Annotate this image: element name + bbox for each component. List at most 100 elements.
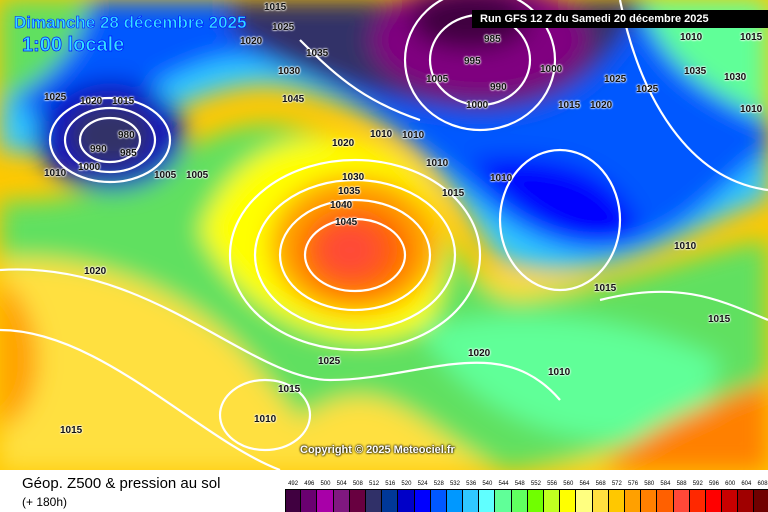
legend-value: 584	[660, 481, 671, 487]
z500-deep-blue	[470, 157, 640, 246]
legend-swatch	[301, 489, 318, 512]
legend-swatch	[576, 489, 593, 512]
pressure-label: 1010	[370, 129, 393, 140]
pressure-label: 1010	[44, 168, 67, 179]
legend-value: 548	[514, 481, 525, 487]
pressure-label: 1020	[84, 266, 107, 277]
pressure-label: 1005	[426, 74, 449, 85]
pressure-label: 1020	[468, 348, 491, 359]
legend-value: 588	[676, 481, 687, 487]
z500-light-green	[420, 315, 720, 442]
pressure-label: 1025	[636, 84, 659, 95]
legend-step: 504	[333, 480, 350, 512]
isobars	[0, 0, 768, 470]
copyright: Copyright © 2025 Meteociel.fr	[300, 444, 455, 456]
legend-value: 560	[563, 481, 574, 487]
legend-value: 572	[611, 481, 622, 487]
legend-step: 568	[592, 480, 609, 512]
pressure-label: 1025	[318, 356, 341, 367]
geopotential-map	[0, 0, 768, 470]
legend-step: 552	[527, 480, 544, 512]
legend-step: 508	[349, 480, 366, 512]
legend-value: 592	[692, 481, 703, 487]
legend-step: 532	[446, 480, 464, 512]
legend-swatch	[511, 489, 528, 512]
pressure-label: 1015	[278, 384, 301, 395]
legend-swatch	[365, 489, 383, 512]
pressure-label: 1015	[264, 2, 287, 13]
legend-value: 524	[417, 481, 428, 487]
legend-value: 576	[628, 481, 639, 487]
legend-step: 604	[738, 480, 755, 512]
legend-step: 528	[430, 480, 447, 512]
legend-value: 528	[433, 481, 444, 487]
legend-step: 536	[463, 480, 480, 512]
legend-swatch	[689, 489, 706, 512]
pressure-label: 1015	[60, 425, 83, 436]
pressure-label: 1025	[44, 92, 67, 103]
pressure-label: 980	[118, 130, 135, 141]
legend-step: 512	[365, 480, 383, 512]
legend-swatch	[333, 489, 350, 512]
pressure-label: 1020	[240, 36, 263, 47]
legend-swatch	[446, 489, 464, 512]
legend-step: 548	[511, 480, 528, 512]
legend-step: 556	[544, 480, 561, 512]
pressure-label: 1020	[332, 138, 355, 149]
pressure-label: 985	[484, 34, 501, 45]
pressure-label: 1045	[335, 217, 358, 228]
pressure-label: 1015	[708, 314, 731, 325]
legend-swatch	[705, 489, 723, 512]
legend-swatch	[624, 489, 642, 512]
legend-value: 568	[595, 481, 606, 487]
pressure-label: 1020	[590, 100, 613, 111]
legend-value: 604	[741, 481, 752, 487]
pressure-label: 1000	[78, 162, 101, 173]
pressure-label: 1010	[740, 104, 763, 115]
pressure-label: 1010	[674, 241, 697, 252]
legend-step: 592	[689, 480, 706, 512]
legend-value: 544	[498, 481, 509, 487]
legend-swatch	[479, 489, 496, 512]
pressure-label: 990	[90, 144, 107, 155]
model-run-label: Run GFS 12 Z du Samedi 20 décembre 2025	[472, 10, 768, 28]
legend-step: 492	[285, 480, 302, 512]
pressure-label: 1035	[338, 186, 361, 197]
pressure-label: 1015	[442, 188, 465, 199]
legend-step: 564	[576, 480, 593, 512]
forecast-date: Dimanche 28 décembre 2025	[14, 13, 247, 33]
legend-swatch	[673, 489, 690, 512]
pressure-label: 1015	[594, 283, 617, 294]
pressure-label: 1010	[426, 158, 449, 169]
legend-step: 584	[657, 480, 674, 512]
pressure-label: 1040	[330, 200, 353, 211]
legend-step: 596	[705, 480, 723, 512]
legend-value: 564	[579, 481, 590, 487]
pressure-label: 995	[464, 56, 481, 67]
pressure-label: 1010	[548, 367, 571, 378]
legend-value: 536	[466, 481, 477, 487]
legend-step: 524	[414, 480, 431, 512]
legend-step: 572	[608, 480, 625, 512]
legend-footer: Géop. Z500 & pression au sol (+ 180h) 49…	[0, 470, 768, 512]
legend-value: 600	[725, 481, 736, 487]
pressure-label: 1000	[466, 100, 489, 111]
legend-value: 608	[757, 481, 768, 487]
pressure-label: 1010	[680, 32, 703, 43]
legend-step: 608	[754, 480, 768, 512]
pressure-label: 1010	[490, 173, 513, 184]
legend-swatch	[317, 489, 334, 512]
legend-step: 516	[382, 480, 399, 512]
pressure-label: 1005	[154, 170, 177, 181]
legend-value: 500	[320, 481, 331, 487]
legend-swatch	[754, 489, 768, 512]
pressure-label: 1015	[558, 100, 581, 111]
legend-step: 580	[641, 480, 658, 512]
legend-swatch	[527, 489, 544, 512]
legend-swatch	[738, 489, 755, 512]
legend-value: 496	[304, 481, 315, 487]
pressure-label: 1015	[740, 32, 763, 43]
legend-value: 556	[547, 481, 558, 487]
pressure-label: 985	[120, 148, 137, 159]
legend-swatch	[641, 489, 658, 512]
